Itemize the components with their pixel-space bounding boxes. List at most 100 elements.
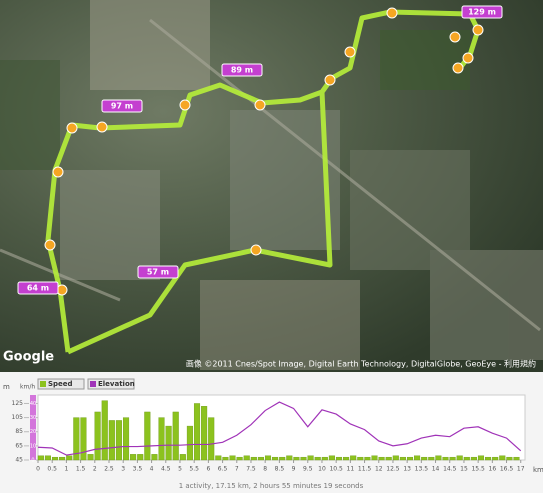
x-tick-label: 7.5 <box>246 466 256 473</box>
x-tick-label: 8 <box>263 466 267 473</box>
speed-bar <box>264 455 272 461</box>
elevation-badge <box>137 265 179 279</box>
speed-bar <box>130 454 137 461</box>
speed-bar <box>179 454 186 461</box>
speed-bar <box>165 425 172 461</box>
y2-tick-label: 30 <box>30 415 36 421</box>
speed-bar <box>193 403 201 461</box>
x-tick-label: 11 <box>347 466 355 473</box>
legend-box <box>37 378 85 390</box>
y2-tick-label: 20 <box>30 429 36 435</box>
speed-bar <box>314 456 321 461</box>
y-axis-label: m <box>3 383 10 391</box>
speed-bar <box>456 455 463 461</box>
speed-bar <box>186 425 193 461</box>
speed-bar <box>449 456 456 461</box>
speed-bar <box>421 456 428 461</box>
x-tick-label: 10 <box>318 466 326 473</box>
y-tick-label: 65 <box>15 442 23 449</box>
speed-bar <box>406 456 414 461</box>
elevation-badge <box>101 99 143 113</box>
speed-bar <box>485 456 492 461</box>
x-tick-label: 1.5 <box>76 466 86 473</box>
x-tick-label: 5 <box>178 466 182 473</box>
speed-bar <box>250 456 257 461</box>
speed-bar <box>428 456 435 461</box>
x-tick-label: 1 <box>64 466 68 473</box>
speed-bar <box>378 456 385 461</box>
speed-bar <box>44 455 51 461</box>
speed-bar <box>371 455 378 461</box>
elevation-label: 57 m <box>147 268 169 277</box>
legend-box <box>87 378 135 390</box>
speed-bar <box>286 455 293 461</box>
speed-bar <box>137 454 144 461</box>
x-tick-label: 12 <box>375 466 383 473</box>
x-tick-label: 10.5 <box>329 466 343 473</box>
speed-bar <box>335 456 343 461</box>
elevation-badge <box>221 63 263 77</box>
speed-bar <box>172 411 179 461</box>
speed-bar <box>513 456 520 461</box>
speed-bar <box>236 456 243 461</box>
speed-bar <box>215 455 222 461</box>
speed-bar <box>321 456 328 461</box>
speed-bar <box>66 455 73 461</box>
speed-bar <box>37 455 44 461</box>
speed-bar <box>279 456 286 461</box>
x-tick-label: 9.5 <box>303 466 313 473</box>
speed-bar <box>442 456 449 461</box>
elevation-line <box>37 401 522 456</box>
speed-bar <box>293 456 300 461</box>
speed-bar <box>80 417 87 461</box>
x-tick-label: 16 <box>489 466 497 473</box>
speed-bar <box>108 420 115 461</box>
x-tick-label: 4.5 <box>161 466 171 473</box>
speed-bar <box>243 455 250 461</box>
x-tick-label: 9 <box>292 466 296 473</box>
speed-bar <box>392 455 399 461</box>
x-tick-label: 8.5 <box>275 466 285 473</box>
map-attribution: 画像 ©2011 Cnes/Spot Image, Digital Earth … <box>186 359 536 369</box>
elevation-label: 97 m <box>111 102 133 111</box>
y-tick-label: 105 <box>12 414 24 421</box>
y2-tick-label: 0 <box>31 458 34 464</box>
map-logo: Google <box>3 350 54 365</box>
x-tick-label: 11.5 <box>358 466 372 473</box>
y2-axis-label: km/h <box>20 384 35 391</box>
x-tick-label: 13.5 <box>415 466 429 473</box>
y-tick-label: 125 <box>12 400 24 407</box>
speed-bar <box>499 455 506 461</box>
speed-bar <box>470 456 477 461</box>
speed-bar <box>257 456 264 461</box>
speed-bar <box>492 456 499 461</box>
x-axis-label: km <box>533 466 543 474</box>
speed-bar <box>87 454 94 461</box>
x-tick-label: 15.5 <box>471 466 485 473</box>
speed-bar <box>307 455 314 461</box>
speed-bar <box>300 456 307 461</box>
speed-bar <box>208 417 215 461</box>
y2-tick-label: 10 <box>30 443 36 449</box>
speed-bar <box>272 456 279 461</box>
x-tick-label: 7 <box>235 466 239 473</box>
x-tick-label: 5.5 <box>189 466 199 473</box>
x-tick-label: 14 <box>432 466 440 473</box>
legend-swatch <box>90 381 96 387</box>
speed-bar <box>463 456 470 461</box>
x-tick-label: 0 <box>36 466 40 473</box>
x-tick-label: 3 <box>121 466 125 473</box>
legend-label: Elevation <box>98 380 135 388</box>
elevation-label: 89 m <box>231 66 253 75</box>
speed-bar <box>51 456 59 461</box>
x-tick-label: 4 <box>150 466 154 473</box>
speed-bar <box>201 406 208 461</box>
speed-bar <box>229 455 236 461</box>
speed-bar <box>364 456 371 461</box>
speed-bar <box>94 411 101 461</box>
y2-band <box>30 395 36 460</box>
speed-bar <box>328 455 335 461</box>
speed-bar <box>101 400 108 461</box>
speed-bar <box>435 455 442 461</box>
legend-swatch <box>40 381 46 387</box>
